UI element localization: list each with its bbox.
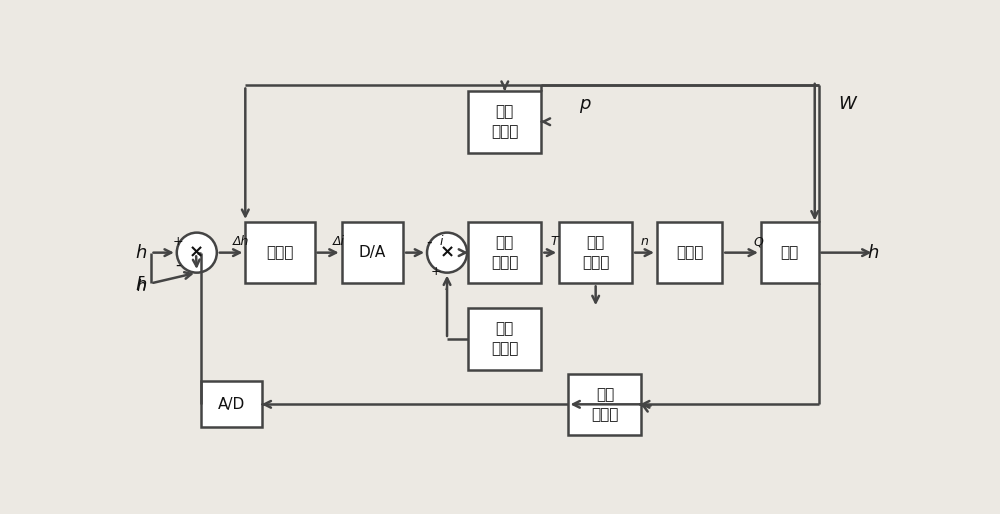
Circle shape bbox=[177, 233, 217, 272]
Text: Q: Q bbox=[754, 235, 764, 248]
Bar bbox=[245, 222, 315, 283]
Text: W: W bbox=[838, 95, 856, 113]
Text: -: - bbox=[427, 234, 432, 249]
Text: +: + bbox=[430, 265, 441, 278]
Text: 位移
传感器: 位移 传感器 bbox=[591, 387, 619, 421]
Text: h: h bbox=[136, 244, 147, 262]
Bar bbox=[201, 381, 262, 428]
Text: h: h bbox=[136, 276, 147, 294]
Circle shape bbox=[427, 233, 467, 272]
Text: p: p bbox=[579, 95, 591, 113]
Text: 变量泵: 变量泵 bbox=[676, 245, 703, 260]
Text: A/D: A/D bbox=[218, 397, 245, 412]
Text: 功率
放大器: 功率 放大器 bbox=[491, 235, 518, 270]
Text: 计算器: 计算器 bbox=[266, 245, 294, 260]
Text: -: - bbox=[176, 258, 181, 273]
Text: 导轨: 导轨 bbox=[781, 245, 799, 260]
Bar bbox=[468, 222, 541, 283]
Text: i: i bbox=[445, 280, 448, 293]
Text: T: T bbox=[550, 235, 558, 248]
Text: Δh: Δh bbox=[233, 235, 250, 248]
Bar bbox=[559, 222, 632, 283]
Text: Δi: Δi bbox=[333, 235, 345, 248]
Text: i: i bbox=[440, 235, 443, 248]
Text: n: n bbox=[640, 235, 648, 248]
Bar bbox=[468, 91, 541, 153]
Text: 伺服
电动机: 伺服 电动机 bbox=[582, 235, 609, 270]
Text: ×: × bbox=[189, 244, 204, 262]
Text: D/A: D/A bbox=[359, 245, 386, 260]
Text: 速度
传感器: 速度 传感器 bbox=[491, 321, 518, 356]
Text: ×: × bbox=[439, 244, 455, 262]
Text: $\bar{h}$: $\bar{h}$ bbox=[136, 276, 147, 295]
Bar bbox=[761, 222, 819, 283]
Bar bbox=[568, 374, 641, 435]
Text: h: h bbox=[867, 244, 879, 262]
Bar bbox=[342, 222, 403, 283]
Bar bbox=[657, 222, 722, 283]
Bar bbox=[468, 308, 541, 370]
Text: +: + bbox=[173, 235, 184, 248]
Text: 压力
传感器: 压力 传感器 bbox=[491, 104, 518, 139]
